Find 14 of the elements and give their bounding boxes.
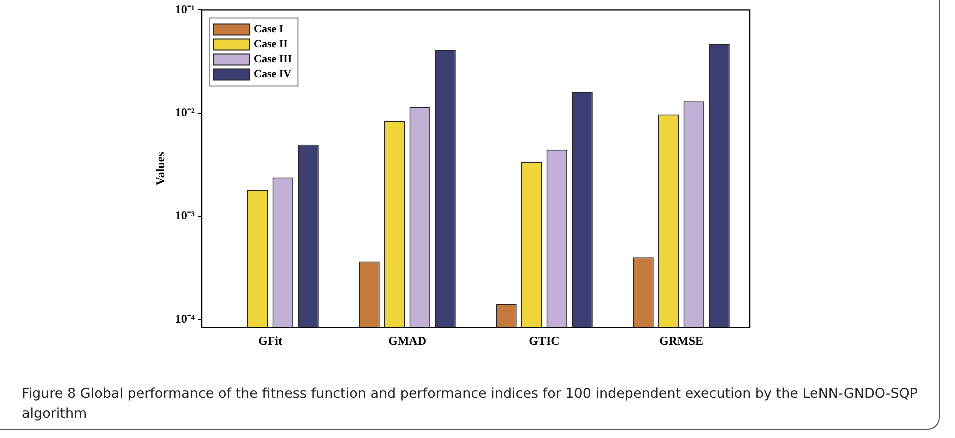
y-axis-title: Values bbox=[153, 152, 168, 186]
y-tick-label: 10⁻⁴ bbox=[175, 312, 196, 326]
y-tick-label: 10⁻³ bbox=[175, 208, 196, 223]
legend-label: Case IV bbox=[254, 68, 292, 81]
caption: Figure 8 Global performance of the fitness function and performance indices for 100 independent execution by the LeNN-GNDO-SQP algorithm bbox=[22, 385, 920, 424]
legend-label: Case II bbox=[254, 38, 288, 51]
x-tick-label: GRMSE bbox=[659, 334, 704, 348]
y-tick-label: 10⁻² bbox=[175, 105, 196, 120]
x-tick-label: GFit bbox=[258, 334, 282, 348]
legend-label: Case I bbox=[254, 24, 284, 36]
y-tick-label: 10⁻¹ bbox=[175, 2, 196, 16]
legend-label: Case III bbox=[254, 54, 292, 66]
x-tick-label: GMAD bbox=[388, 334, 427, 348]
x-tick-label: GTIC bbox=[529, 334, 560, 348]
